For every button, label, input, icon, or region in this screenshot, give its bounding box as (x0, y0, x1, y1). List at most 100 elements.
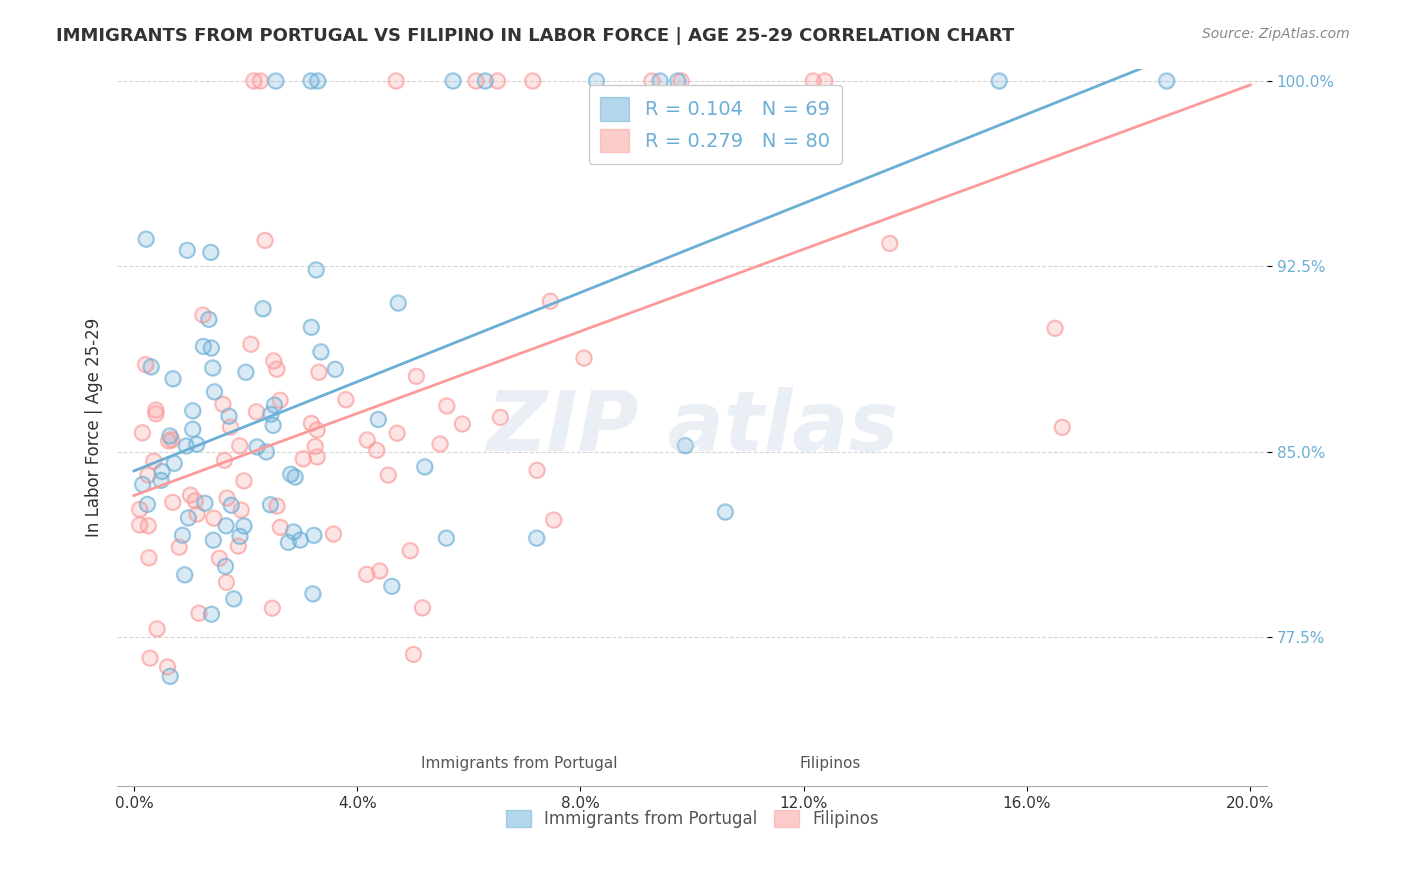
Point (254, 444, 277, 458)
Point (176, 244, 198, 258)
Point (356, 433, 378, 447)
Point (173, 567, 195, 582)
Point (254, 444, 277, 458)
Point (323, 362, 346, 376)
Point (301, 587, 323, 601)
Point (235, 365, 257, 379)
Point (292, 451, 315, 466)
Point (322, 527, 344, 541)
Point (385, 426, 408, 441)
Point (138, 550, 160, 565)
Point (156, 660, 179, 674)
Point (305, 262, 328, 277)
Point (134, 358, 156, 372)
Point (201, 360, 224, 375)
Point (801, 74, 824, 88)
Point (136, 467, 159, 482)
Point (335, 392, 357, 407)
Point (385, 426, 408, 441)
Point (585, 74, 607, 88)
Point (543, 513, 565, 527)
Point (366, 443, 388, 458)
Point (150, 465, 173, 479)
Point (269, 393, 291, 408)
Point (305, 262, 328, 277)
Point (526, 531, 548, 545)
Point (215, 491, 238, 505)
Point (136, 467, 159, 482)
Point (572, 351, 595, 365)
Point (159, 429, 181, 443)
Point (193, 339, 215, 353)
Point (368, 564, 391, 578)
Point (381, 579, 404, 593)
Point (163, 456, 186, 470)
Point (299, 417, 322, 431)
Point (208, 551, 231, 566)
Point (405, 369, 427, 384)
Point (228, 439, 250, 453)
Point (263, 398, 285, 412)
Point (411, 600, 433, 615)
Point (436, 399, 458, 413)
Point (302, 528, 325, 542)
Point (162, 371, 184, 385)
Point (200, 245, 222, 260)
Point (167, 540, 190, 554)
Point (1043, 321, 1066, 335)
Point (186, 437, 208, 451)
Point (232, 519, 254, 533)
Text: Filipinos: Filipinos (800, 756, 860, 772)
Point (402, 648, 425, 662)
Point (411, 600, 433, 615)
Point (814, 74, 837, 88)
Point (259, 498, 281, 512)
Point (641, 74, 664, 88)
Point (366, 443, 388, 458)
Point (128, 502, 150, 516)
Point (429, 437, 451, 451)
Point (139, 651, 162, 665)
Text: IMMIGRANTS FROM PORTUGAL VS FILIPINO IN LABOR FORCE | AGE 25-29 CORRELATION CHAR: IMMIGRANTS FROM PORTUGAL VS FILIPINO IN … (56, 27, 1015, 45)
Point (266, 499, 288, 513)
Point (474, 74, 496, 88)
Point (142, 454, 165, 468)
Point (174, 439, 197, 453)
Point (322, 527, 344, 541)
Point (304, 439, 326, 453)
Point (173, 567, 195, 582)
Point (229, 529, 252, 543)
Point (669, 74, 692, 88)
Point (245, 405, 267, 419)
Point (299, 417, 322, 431)
Point (157, 434, 180, 448)
Point (356, 567, 378, 582)
Point (377, 468, 399, 483)
Point (218, 409, 240, 423)
Point (673, 438, 696, 452)
Point (259, 498, 281, 512)
Point (385, 74, 408, 88)
Point (246, 440, 269, 454)
Point (181, 403, 204, 417)
Point (160, 433, 183, 447)
Point (184, 493, 207, 508)
Point (307, 74, 329, 88)
Point (232, 519, 254, 533)
Point (136, 497, 159, 511)
Point (150, 465, 173, 479)
Point (266, 362, 288, 376)
Text: Immigrants from Portugal: Immigrants from Portugal (422, 756, 617, 772)
Point (181, 422, 204, 436)
Point (266, 499, 288, 513)
Point (208, 551, 231, 566)
Point (226, 539, 249, 553)
Point (585, 74, 607, 88)
Point (204, 384, 226, 399)
Point (304, 439, 326, 453)
Point (134, 358, 156, 372)
Point (131, 477, 153, 491)
Point (249, 74, 271, 88)
Point (301, 587, 323, 601)
Point (263, 354, 285, 368)
